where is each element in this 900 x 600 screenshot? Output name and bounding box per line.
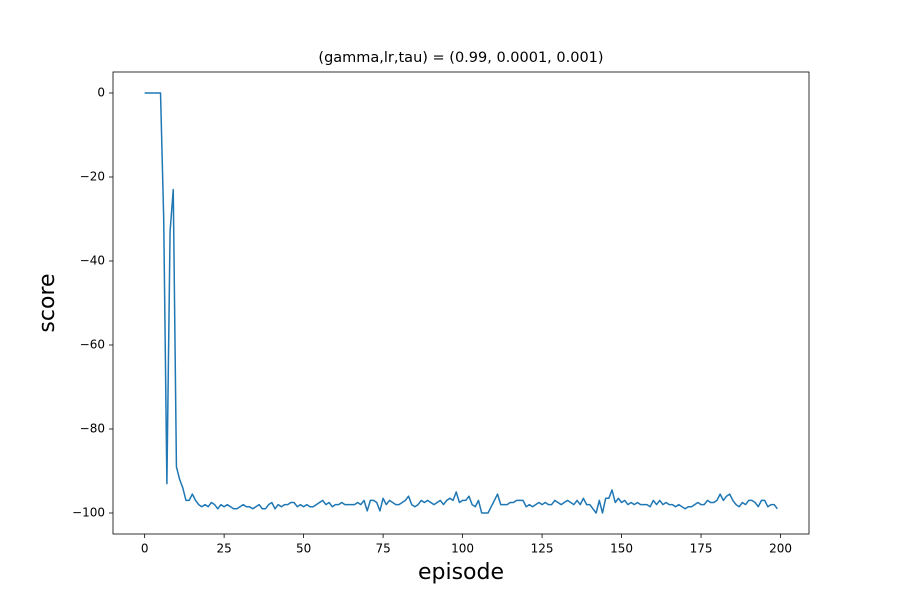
y-axis-label: score xyxy=(35,273,60,332)
y-tick-label: 0 xyxy=(97,86,105,100)
x-tick-label: 125 xyxy=(531,542,554,556)
y-tick-label: −100 xyxy=(72,506,105,520)
x-tick-label: 0 xyxy=(141,542,149,556)
x-tick-label: 75 xyxy=(375,542,390,556)
x-tick-label: 200 xyxy=(769,542,792,556)
x-tick-label: 175 xyxy=(690,542,713,556)
plot-frame xyxy=(112,71,810,535)
y-tick-label: −60 xyxy=(80,338,105,352)
x-tick-label: 25 xyxy=(216,542,231,556)
y-tick-label: −40 xyxy=(80,254,105,268)
y-tick-label: −80 xyxy=(80,422,105,436)
x-tick-label: 50 xyxy=(296,542,311,556)
x-tick-label: 100 xyxy=(451,542,474,556)
y-tick-label: −20 xyxy=(80,170,105,184)
chart-title: (gamma,lr,tau) = (0.99, 0.0001, 0.001) xyxy=(318,50,603,66)
x-axis-label: episode xyxy=(418,560,504,585)
x-tick-label: 150 xyxy=(610,542,633,556)
data-line xyxy=(144,92,778,514)
